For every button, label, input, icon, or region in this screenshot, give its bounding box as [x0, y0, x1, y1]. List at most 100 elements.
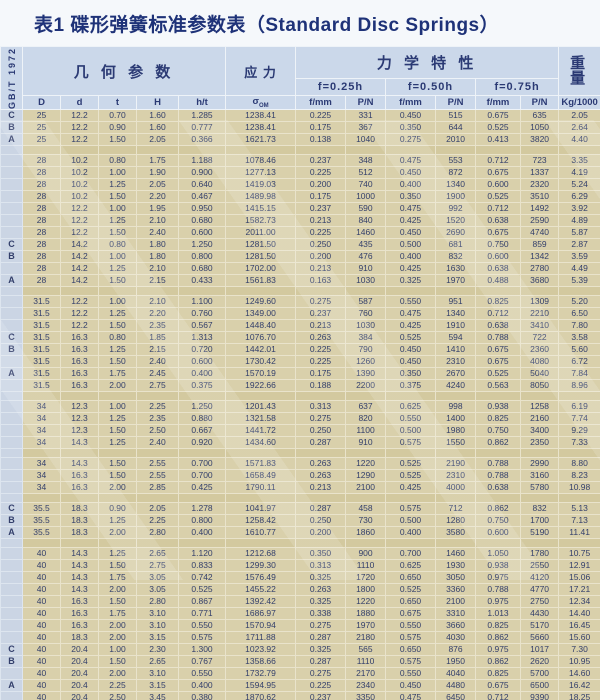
table-row: B 40 20.4 1.50 2.65 0.767 1358.66 0.287 1110 0.57… [0, 655, 600, 668]
separator-cell [136, 493, 179, 503]
cell: 1299.30 [225, 559, 297, 572]
cell: 34 [22, 481, 61, 494]
cell: 40 [22, 691, 61, 700]
separator-cell [345, 538, 387, 548]
table-row: C 25 12.2 0.70 1.60 1.285 1238.41 0.225 331 0.450… [0, 109, 600, 122]
separator-cell [385, 286, 437, 296]
separator-cell [385, 493, 437, 503]
standard-code: GB/T 1972 [0, 46, 23, 110]
cell: 2590 [520, 214, 560, 227]
cell: 3.15 [136, 679, 179, 692]
series-letter [0, 178, 23, 191]
cell: 1390 [345, 367, 387, 380]
cell: 0.263 [295, 457, 347, 470]
cell: 1309 [520, 295, 560, 308]
cell: 10.2 [60, 178, 99, 191]
separator-cell [60, 493, 99, 503]
cell: 0.862 [475, 631, 522, 644]
cell: 0.712 [475, 202, 522, 215]
series-letter: C [0, 502, 23, 515]
cell: 1.50 [98, 226, 137, 239]
cell: 28 [22, 202, 61, 215]
cell: 0.450 [385, 166, 437, 179]
cell: 3.10 [136, 607, 179, 620]
cell: 712 [435, 502, 477, 515]
table-row: C 35.5 18.3 0.90 2.05 1.278 1041.97 0.287 458 0.5… [0, 502, 600, 515]
cell: 1.95 [136, 202, 179, 215]
cell: 0.500 [385, 238, 437, 251]
standard-code-text: GB/T 1972 [6, 46, 17, 110]
separator-cell [435, 145, 477, 155]
separator-cell [177, 145, 227, 155]
cell: 14.3 [60, 547, 99, 560]
cell: 1610.77 [225, 526, 297, 539]
table-row: 28 12.2 1.50 2.40 0.600 2011.00 0.225 1460 0.450… [0, 226, 600, 239]
cell: 16.42 [558, 679, 600, 692]
cell: 1.60 [136, 109, 179, 122]
separator-cell [225, 286, 297, 296]
cell: 1030 [345, 319, 387, 332]
cell: 1561.83 [225, 274, 297, 287]
cell: 0.712 [475, 691, 522, 700]
cell: 1400 [435, 412, 477, 425]
separator-cell [520, 448, 560, 458]
separator-cell [345, 493, 387, 503]
separator-cell [558, 286, 600, 296]
cell: 1621.73 [225, 133, 297, 146]
cell: 0.680 [177, 214, 227, 227]
cell: 0.750 [475, 238, 522, 251]
cell: 0.375 [177, 379, 227, 392]
separator-cell [295, 448, 347, 458]
cell: 1970 [435, 274, 477, 287]
separator-cell [0, 145, 23, 155]
cell: 0.742 [177, 571, 227, 584]
cell: 0.550 [385, 412, 437, 425]
cell: 4770 [520, 583, 560, 596]
cell: 0.800 [177, 250, 227, 263]
col-sigma: σOM [225, 95, 297, 110]
cell: 587 [345, 295, 387, 308]
separator-cell [225, 493, 297, 503]
cell: 0.825 [475, 619, 522, 632]
col-ht: h/t [177, 95, 227, 110]
cell: 0.400 [385, 250, 437, 263]
cell: 1281.50 [225, 250, 297, 263]
cell: 5190 [520, 526, 560, 539]
table-body: C 25 12.2 0.70 1.60 1.285 1238.41 0.225 331 0.450… [0, 109, 600, 700]
cell: 0.600 [177, 355, 227, 368]
col-f-025: f/mm [295, 95, 347, 110]
cell: 2160 [520, 412, 560, 425]
separator-cell [558, 448, 600, 458]
separator-cell [22, 391, 61, 401]
cell: 4120 [520, 571, 560, 584]
cell: 3360 [435, 583, 477, 596]
cell: 3350 [345, 691, 387, 700]
cell: 1460 [435, 547, 477, 560]
separator-cell [295, 145, 347, 155]
cell: 876 [435, 643, 477, 656]
separator-cell [558, 145, 600, 155]
cell: 2.50 [136, 424, 179, 437]
cell: 1.75 [136, 154, 179, 167]
cell: 0.250 [295, 424, 347, 437]
cell: 1.60 [136, 121, 179, 134]
cell: 4.49 [558, 262, 600, 275]
cell: 0.413 [475, 133, 522, 146]
cell: 34 [22, 424, 61, 437]
series-letter [0, 226, 23, 239]
cell: 16.3 [60, 367, 99, 380]
table-row: 28 12.2 1.00 1.95 0.950 1415.15 0.237 590 0.475 9… [0, 202, 600, 215]
cell: 1910 [435, 319, 477, 332]
cell: 4000 [435, 481, 477, 494]
cell: 8.80 [558, 457, 600, 470]
cell: 20.4 [60, 643, 99, 656]
cell: 2.50 [98, 691, 137, 700]
separator-cell [345, 391, 387, 401]
series-letter [0, 166, 23, 179]
cell: 9390 [520, 691, 560, 700]
table-row: 34 14.3 1.25 2.40 0.920 1434.60 0.287 910 0.575 1… [0, 436, 600, 449]
series-letter: B [0, 655, 23, 668]
cell: 15.06 [558, 571, 600, 584]
separator-cell [295, 493, 347, 503]
cell: 1238.41 [225, 109, 297, 122]
